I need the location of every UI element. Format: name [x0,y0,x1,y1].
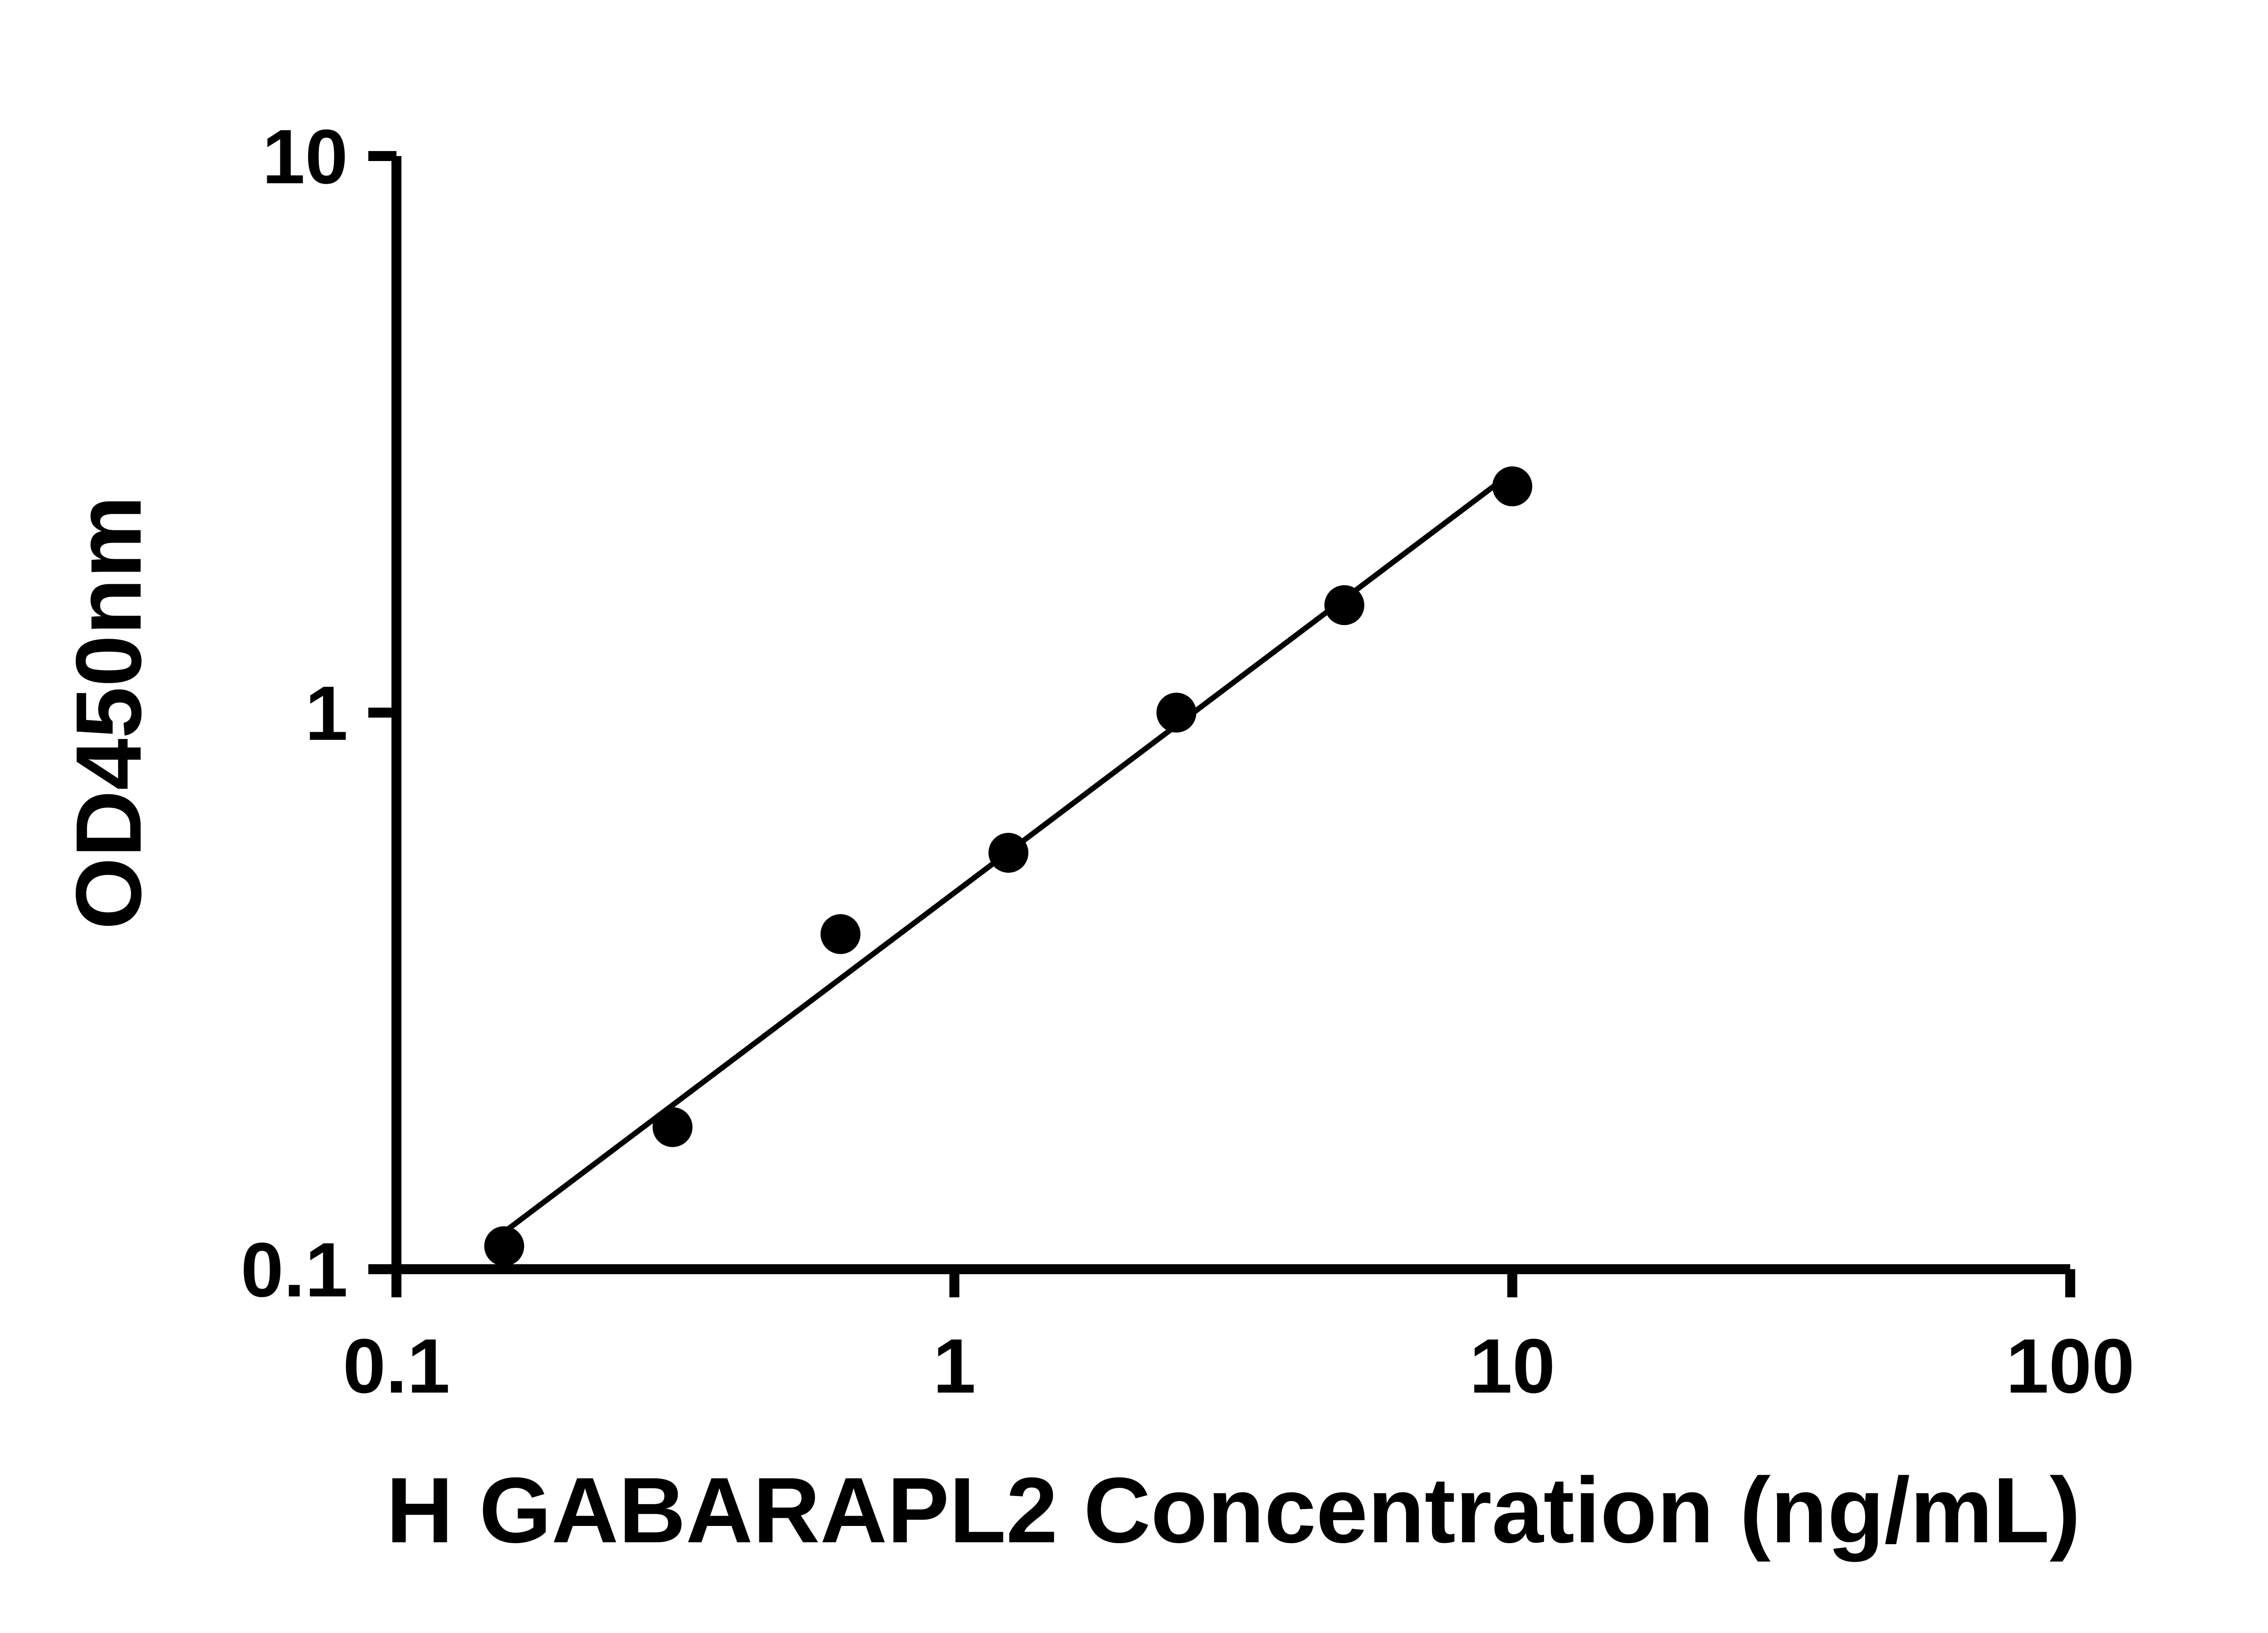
data-point [1324,585,1364,626]
x-tick-label: 0.1 [343,1323,450,1409]
y-tick-label: 1 [305,670,348,757]
data-point [652,1107,693,1147]
y-axis-title: OD450nm [57,495,161,929]
axes-line [391,156,2070,1274]
data-point [484,1226,524,1266]
x-axis-title: H GABARAPL2 Concentration (ng/mL) [386,1458,2080,1562]
x-tick-label: 100 [2006,1323,2135,1409]
data-point [820,914,860,954]
x-tick-label: 10 [1469,1323,1555,1409]
plot-area: 0.1 1 10 100 0.1 1 10 [241,114,2135,1409]
data-point [1156,693,1197,733]
y-tick-label: 10 [262,114,348,200]
data-point [988,832,1029,873]
y-tick-label: 0.1 [241,1227,348,1313]
data-point [1492,466,1532,507]
x-tick-label: 1 [933,1323,976,1409]
